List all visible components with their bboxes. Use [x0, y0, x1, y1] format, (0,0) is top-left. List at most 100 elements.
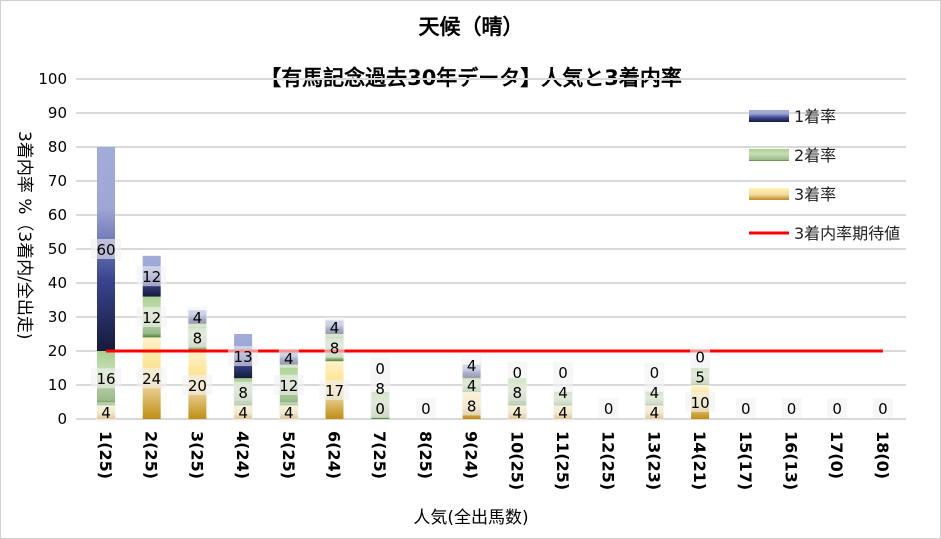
y-tick-label: 70: [48, 172, 67, 190]
data-label: 4: [330, 319, 340, 337]
data-label-bg: [644, 382, 665, 403]
data-label: 12: [279, 377, 298, 395]
y-tick-label: 90: [48, 104, 67, 122]
legend-swatch: [749, 149, 789, 161]
data-label-bg: [872, 398, 893, 418]
y-tick-label: 10: [48, 376, 67, 394]
legend: 1着率 2着率 3着率 3着内率期待値: [749, 107, 900, 243]
legend-label: 1着率: [794, 107, 836, 126]
x-tick-label: 17(0): [827, 431, 846, 479]
data-label-bg: [461, 395, 482, 416]
data-label: 24: [142, 370, 161, 388]
data-label-bg: [136, 307, 167, 327]
data-label-bg: [278, 402, 299, 423]
data-label-bg: [781, 398, 802, 418]
x-tick-label: 11(25): [553, 431, 572, 490]
y-tick-label: 30: [48, 308, 67, 326]
data-label: 0: [741, 400, 751, 418]
data-label-bg: [735, 398, 756, 418]
x-axis-title: 人気(全出馬数): [413, 508, 528, 528]
legend-label: 2着率: [794, 146, 836, 165]
data-label-bg: [187, 307, 208, 327]
y-tick-label: 100: [38, 70, 67, 88]
data-label: 10: [691, 394, 710, 412]
data-label-bg: [96, 402, 116, 423]
data-label: 12: [142, 309, 161, 327]
data-label-bg: [136, 368, 167, 389]
data-label-bg: [370, 378, 391, 398]
x-tick-label: 14(21): [690, 431, 709, 490]
data-label: 8: [375, 380, 385, 398]
data-label: 0: [375, 360, 385, 378]
chart-title: 天候（晴）: [419, 15, 524, 39]
data-label: 4: [101, 404, 111, 422]
data-label-bg: [553, 362, 573, 383]
x-tick-label: 3(25): [187, 431, 206, 479]
data-label: 12: [142, 268, 161, 286]
x-tick-label: 9(24): [462, 431, 481, 479]
data-label-bg: [461, 375, 482, 395]
data-label-bg: [233, 381, 254, 402]
data-label: 0: [421, 400, 431, 418]
data-label-bg: [690, 366, 711, 387]
data-label-bg: [182, 375, 213, 395]
x-tick-label: 16(13): [782, 431, 801, 490]
data-label: 4: [467, 377, 477, 395]
data-label-bg: [685, 392, 716, 412]
x-tick-label: 12(25): [599, 431, 618, 490]
data-label: 4: [238, 404, 248, 422]
data-label-bg: [91, 368, 121, 389]
y-tick-label: 40: [48, 274, 67, 292]
data-label-bg: [644, 402, 665, 423]
legend-label: 3着率: [794, 185, 836, 204]
data-label: 13: [234, 348, 253, 366]
data-label: 0: [513, 364, 523, 382]
data-label: 4: [284, 404, 294, 422]
data-label-bg: [324, 337, 345, 358]
x-tick-label: 2(25): [142, 431, 161, 479]
x-tick-label: 8(25): [416, 431, 435, 479]
x-tick-label: 4(24): [233, 431, 252, 479]
data-label: 0: [650, 364, 660, 382]
x-tick-label: 7(25): [370, 431, 389, 479]
x-tick-label: 6(24): [325, 431, 344, 479]
data-label: 8: [467, 397, 477, 415]
data-label: 0: [558, 364, 568, 382]
data-label-bg: [370, 358, 391, 378]
x-tick-label: 5(25): [279, 431, 298, 479]
data-label-bg: [507, 381, 528, 402]
data-label: 4: [558, 384, 568, 402]
data-label-bg: [273, 375, 304, 395]
data-label-bg: [461, 355, 482, 375]
x-tick-label: 15(17): [736, 431, 755, 490]
data-label: 4: [467, 357, 477, 375]
data-label-bg: [228, 346, 259, 367]
x-tick-label: 10(25): [507, 431, 526, 490]
data-label-bg: [507, 361, 528, 382]
data-label: 4: [558, 404, 568, 422]
data-label-bg: [136, 266, 167, 287]
data-label: 0: [787, 400, 797, 418]
data-label-bg: [324, 317, 345, 338]
data-label-bg: [827, 398, 848, 418]
y-tick-label: 80: [48, 138, 67, 156]
data-label-bg: [507, 402, 528, 423]
y-axis-title: 3着内率 %（3着内/全出走): [14, 131, 34, 340]
data-label: 60: [96, 241, 115, 259]
data-label: 17: [325, 382, 344, 400]
data-label-bg: [415, 398, 436, 418]
data-label-bg: [690, 346, 711, 367]
data-label-bg: [233, 402, 254, 423]
y-tick-label: 20: [48, 342, 67, 360]
data-label: 20: [188, 377, 207, 395]
data-label: 4: [513, 404, 523, 422]
x-tick-label: 13(23): [644, 431, 663, 490]
y-tick-label: 50: [48, 240, 67, 258]
data-label: 4: [650, 384, 660, 402]
data-label: 0: [604, 400, 614, 418]
data-label: 4: [193, 309, 203, 327]
y-tick-label: 0: [57, 410, 67, 428]
data-label: 0: [375, 400, 385, 418]
